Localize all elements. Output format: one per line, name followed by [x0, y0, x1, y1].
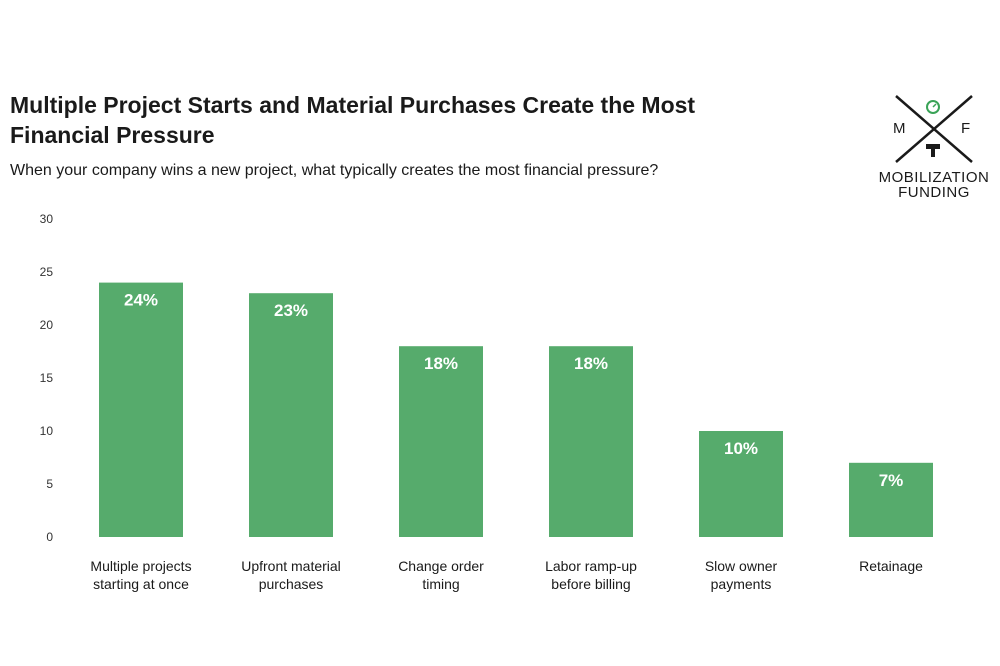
bar [99, 282, 183, 537]
logo-text-line2: FUNDING [898, 184, 970, 201]
bar-value-label: 18% [574, 354, 608, 373]
x-category-label-line: Labor ramp-up [545, 558, 637, 574]
x-category-label-line: before billing [551, 576, 630, 592]
x-category-label-line: Upfront material [241, 558, 341, 574]
chart-subtitle: When your company wins a new project, wh… [10, 162, 659, 179]
bar [249, 293, 333, 537]
y-tick-label: 25 [40, 265, 54, 279]
bar-value-label: 24% [124, 291, 158, 310]
x-category-label-line: payments [711, 576, 772, 592]
y-tick-label: 30 [40, 212, 54, 226]
bar-value-label: 23% [274, 301, 308, 320]
bar-chart: 0 5 10 15 20 25 30 24% Multiple projects starting… [40, 212, 933, 592]
y-tick-label: 0 [46, 530, 53, 544]
bar [849, 462, 933, 537]
x-category-label-line: Retainage [859, 558, 923, 574]
logo-letter-f: F [961, 120, 971, 137]
x-category-label-line: purchases [259, 576, 324, 592]
x-category-label-line: Multiple projects [90, 558, 191, 574]
y-tick-label: 5 [46, 477, 53, 491]
x-category-label: Retainage [859, 558, 923, 574]
x-category-label-line: timing [422, 576, 459, 592]
bar [699, 431, 783, 537]
x-category-label-line: starting at once [93, 576, 189, 592]
x-category-label: Slow owner payments [705, 558, 778, 592]
y-tick-label: 10 [40, 424, 54, 438]
bar-value-label: 7% [879, 471, 904, 490]
crossed-tools-logo-icon [895, 95, 973, 163]
y-tick-label: 20 [40, 318, 54, 332]
x-category-label-line: Change order [398, 558, 484, 574]
logo-letter-m: M [893, 120, 906, 137]
bar-value-label: 18% [424, 354, 458, 373]
mobilization-funding-logo: M F MOBILIZATION FUNDING [872, 94, 996, 204]
y-tick-label: 15 [40, 371, 54, 385]
x-category-label-line: Slow owner [705, 558, 778, 574]
x-category-label: Upfront material purchases [241, 558, 341, 592]
bar-value-label: 10% [724, 439, 758, 458]
logo-text-line1: MOBILIZATION [878, 169, 990, 186]
x-category-label: Multiple projects starting at once [90, 558, 191, 592]
bar [549, 346, 633, 537]
x-category-label: Change order timing [398, 558, 484, 592]
bar [399, 346, 483, 537]
x-category-label: Labor ramp-up before billing [545, 558, 637, 592]
chart-title: Multiple Project Starts and Material Pur… [10, 92, 696, 148]
